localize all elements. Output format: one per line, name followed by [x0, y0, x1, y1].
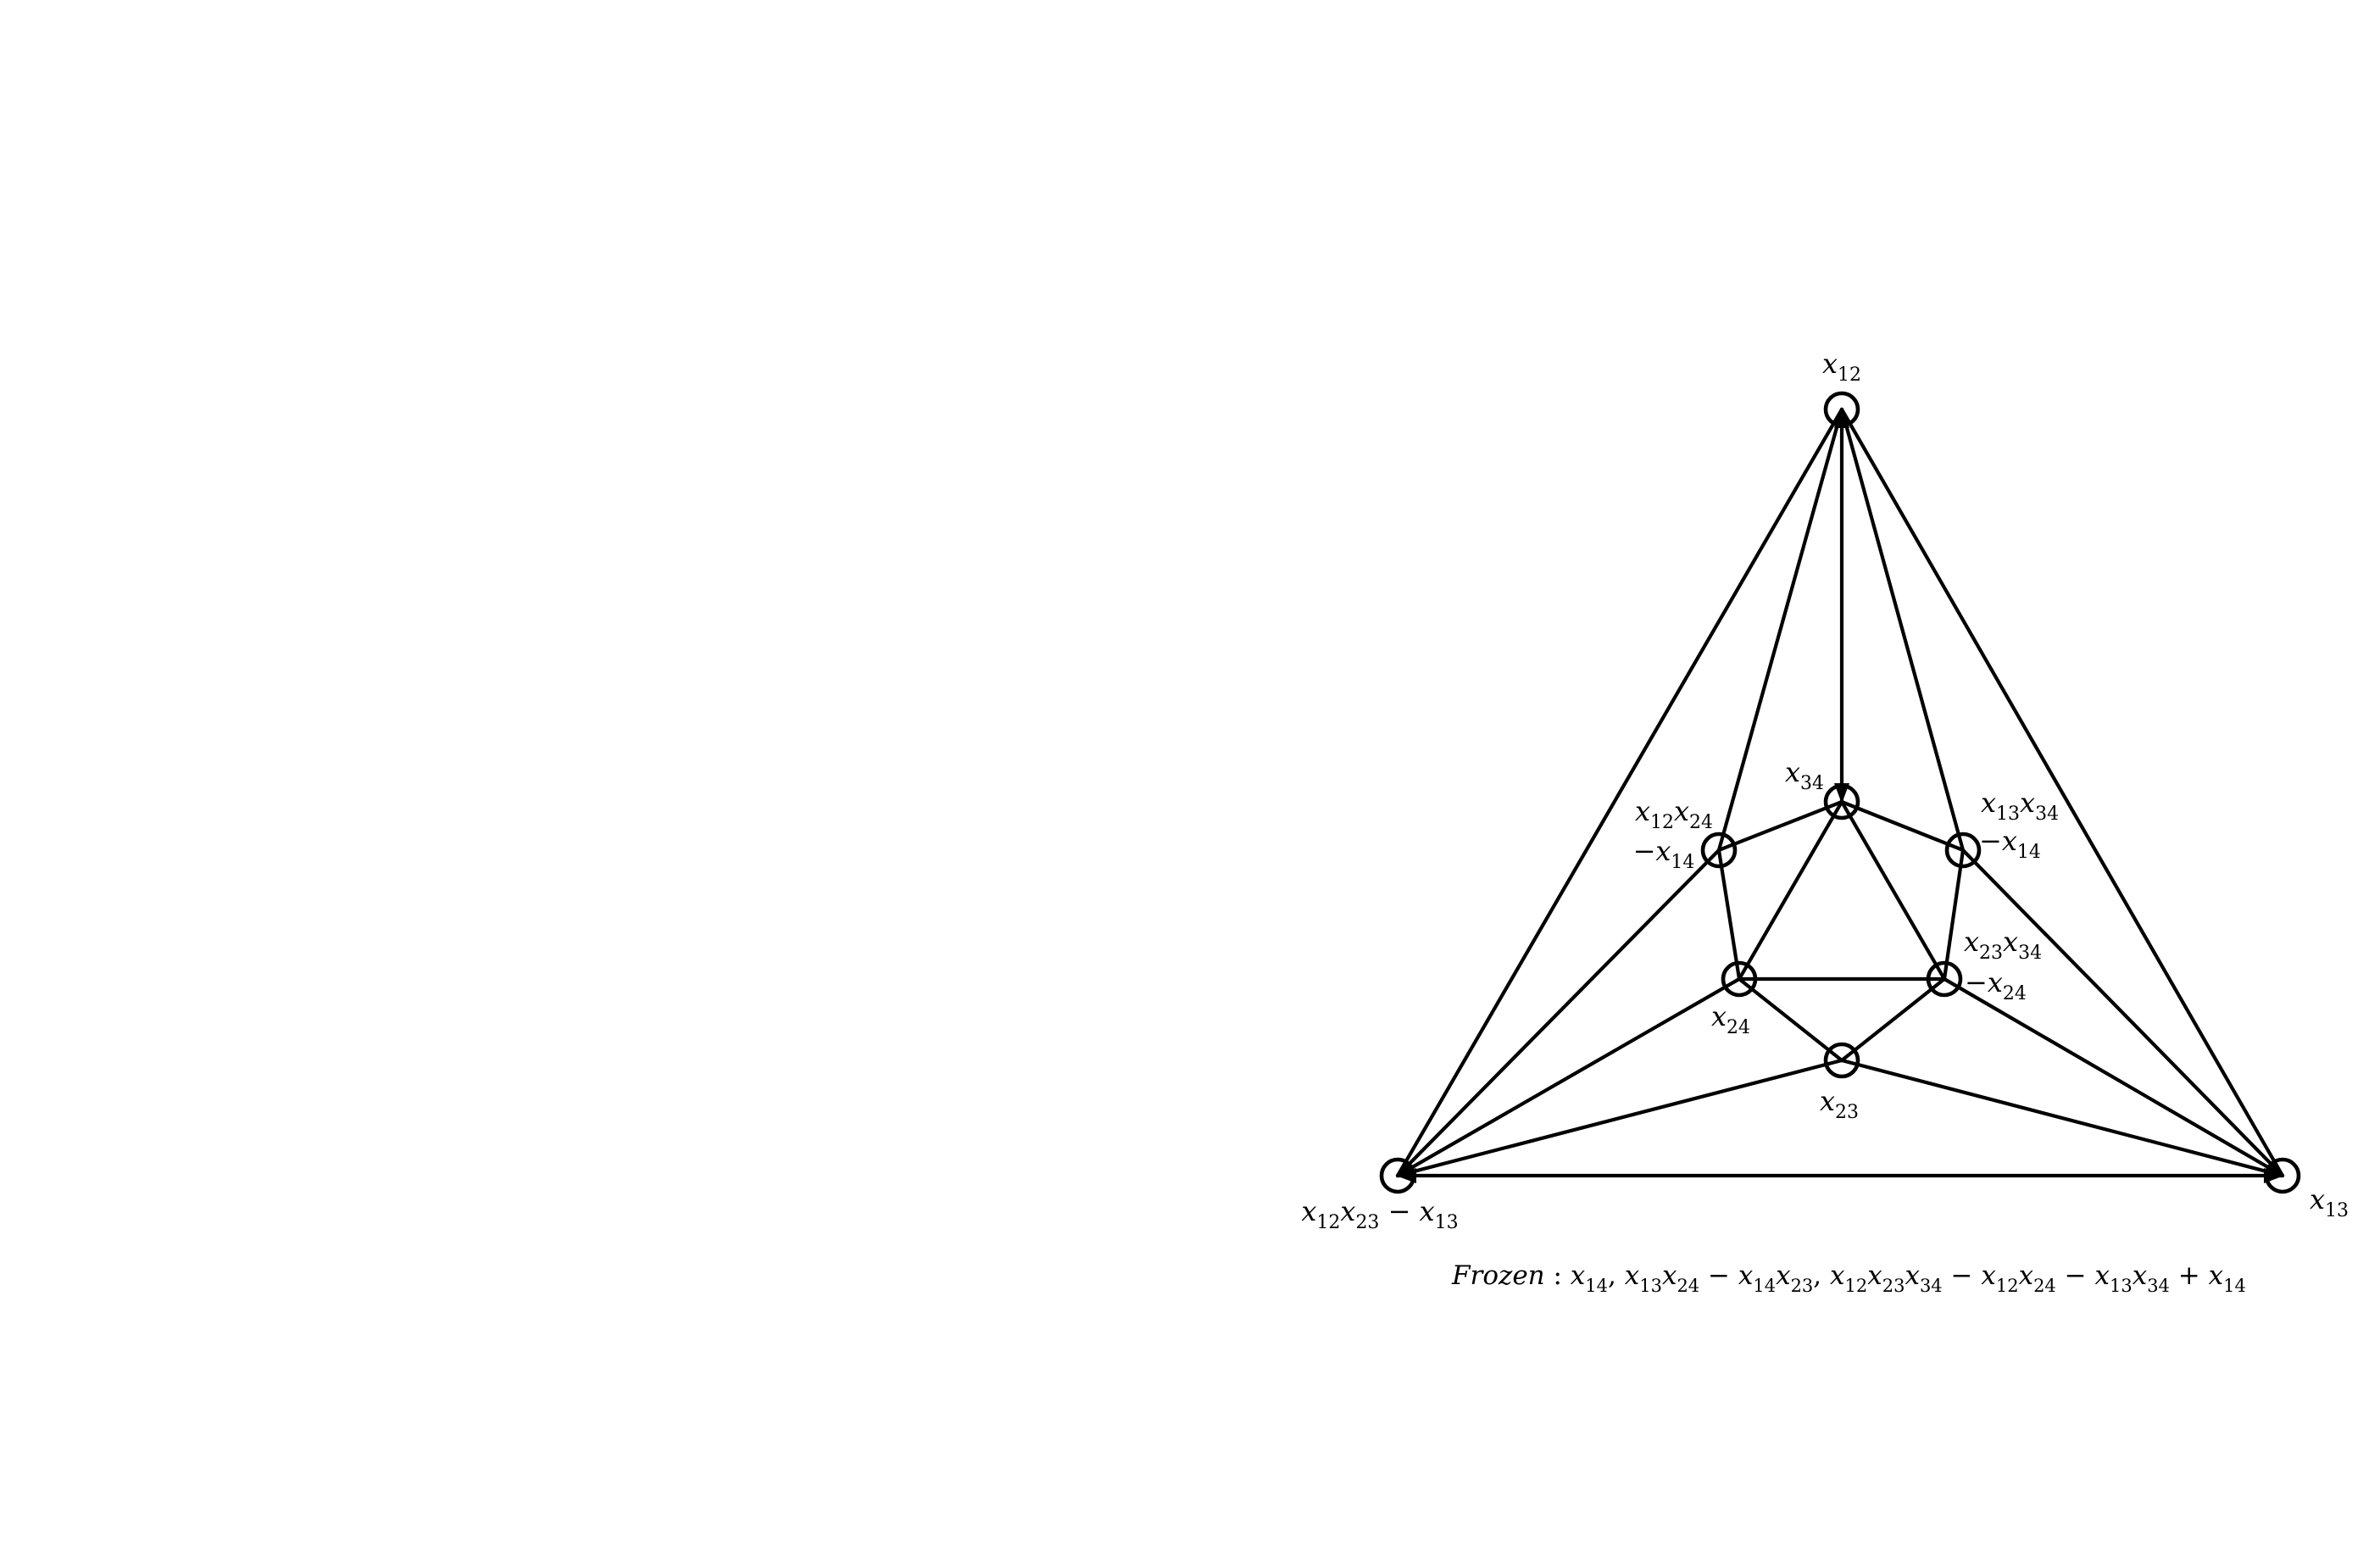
edge-n34-n24: [1737, 799, 1844, 982]
node-nL: [1700, 832, 1738, 869]
edge-n12-nBL: [1395, 407, 1844, 1178]
edge-n34-nR2: [1839, 799, 1947, 982]
node-label-nL-line2: −x14​: [1633, 835, 1695, 873]
node-nR2: [1926, 960, 1963, 998]
node-n24: [1721, 960, 1758, 998]
node-n13: [2264, 1157, 2301, 1194]
edge-n34-nR: [1839, 799, 1966, 853]
node-nBL: [1379, 1157, 1416, 1194]
arrowhead-n34: [1834, 783, 1849, 804]
arrowhead-nBL: [1396, 1168, 1416, 1183]
edge-n13-nR: [1960, 848, 2285, 1178]
edge-nBL-n23: [1395, 1058, 1844, 1178]
edge-layer: [1395, 407, 2285, 1178]
edge-n13-nR2: [1942, 976, 2285, 1178]
edge-nBL-nL: [1395, 848, 1721, 1178]
node-label-nL: x12x24​: [1635, 795, 1713, 833]
edge-n34-nL: [1716, 799, 1844, 853]
edge-n13-n23: [1839, 1058, 2285, 1178]
node-label-n34: x34​: [1785, 756, 1824, 794]
arrowhead-n12: [1834, 408, 1849, 428]
node-layer: [1379, 391, 2301, 1194]
node-label-nBL: x12x23 − x13​: [1301, 1195, 1458, 1233]
frozen-lead: Frozen: [1451, 1260, 1545, 1291]
node-n12: [1823, 391, 1860, 428]
edge-n24-n23: [1737, 976, 1844, 1063]
node-label-nR: x13x34​: [1981, 787, 2059, 825]
edge-nBL-n24: [1395, 976, 1742, 1178]
edge-nR2-n23: [1839, 976, 1947, 1063]
node-label-n23: x23​: [1820, 1085, 1859, 1123]
edge-n12-nL: [1716, 407, 1844, 853]
arrowhead-layer: [1396, 408, 2284, 1183]
edge-nL-n24: [1716, 848, 1742, 982]
node-label-nR2: x23x34​: [1964, 926, 2042, 964]
node-label-n12: x12​: [1822, 348, 1861, 386]
label-layer: x12​x13​x12x23 − x13​x34​x12x24​−x14​x13…: [1301, 348, 2349, 1233]
node-label-n13: x13​: [2310, 1183, 2349, 1221]
arrowhead-n13: [2264, 1168, 2284, 1183]
edge-n12-n13: [1839, 407, 2285, 1178]
node-nR: [1944, 832, 1982, 869]
node-label-nR2-line2: −x24​: [1965, 966, 2027, 1004]
node-label-n24: x24​: [1711, 1000, 1750, 1038]
node-n34: [1823, 783, 1860, 820]
node-label-nR-line2: −x14​: [1979, 825, 2041, 863]
edge-n12-nR: [1839, 407, 1966, 853]
frozen-variables-line: Frozen : x14​, x13x24 − x14x23​, x12x23x…: [1451, 1260, 2246, 1296]
edge-nR-nR2: [1942, 848, 1966, 982]
node-n23: [1823, 1042, 1860, 1079]
